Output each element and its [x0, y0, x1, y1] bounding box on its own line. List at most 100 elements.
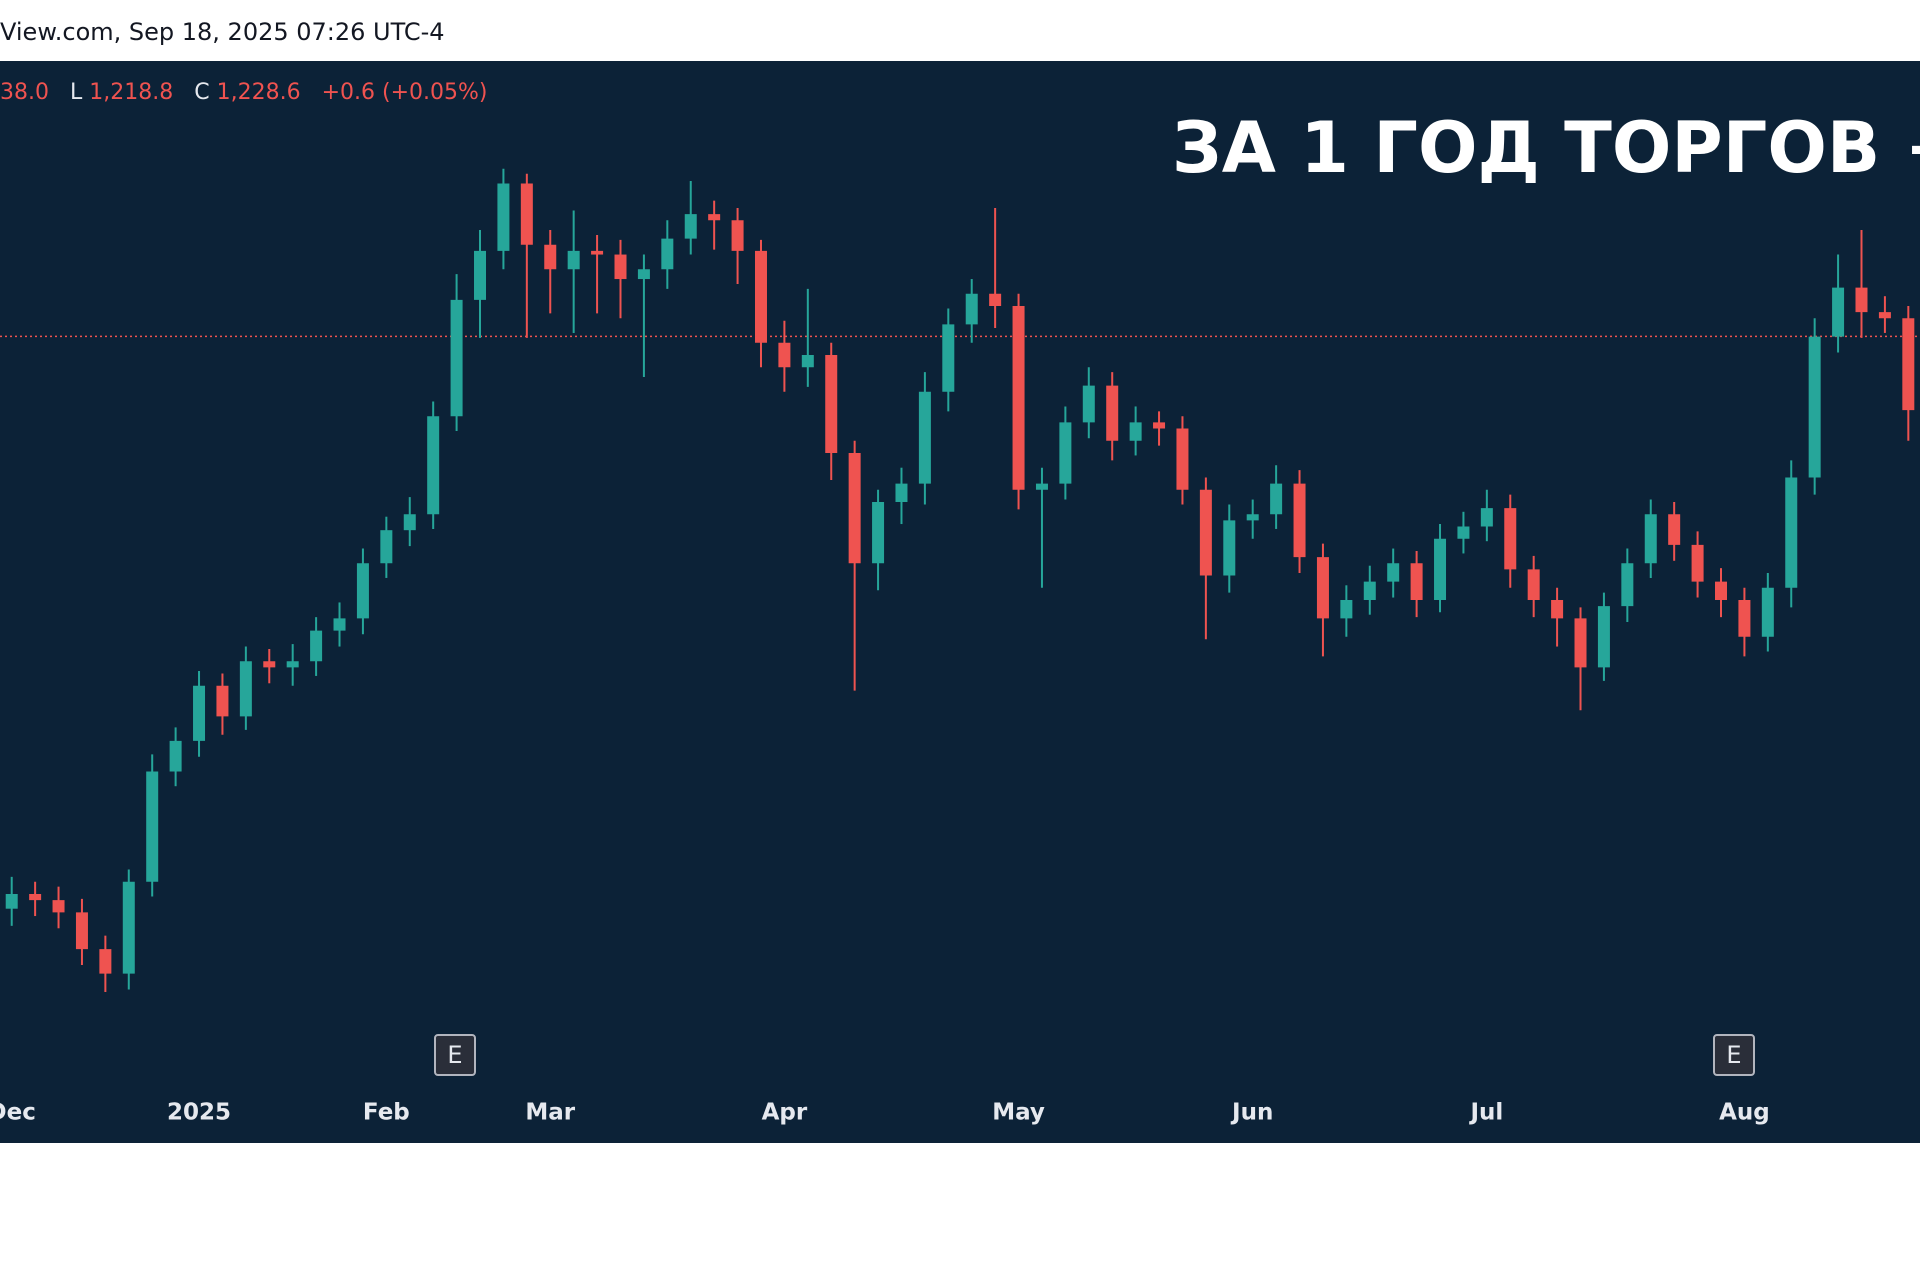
- candle-body: [263, 661, 276, 668]
- candle-body: [1738, 600, 1751, 637]
- candle-body: [1363, 581, 1376, 600]
- candle-body: [1504, 508, 1517, 570]
- candle-body: [427, 416, 440, 515]
- candle-body: [754, 250, 767, 343]
- ohlc-low: 1,218.8: [89, 80, 173, 105]
- candle-body: [918, 391, 931, 484]
- ohlc-high: 38.0: [0, 80, 49, 105]
- candle-body: [1668, 514, 1681, 545]
- candle-body: [1293, 483, 1306, 558]
- candle-body: [801, 355, 814, 368]
- candle-body: [1176, 428, 1189, 490]
- candle-body: [1434, 538, 1447, 600]
- candle-body: [52, 900, 65, 913]
- candle-body: [708, 214, 721, 221]
- ohlc-change: +0.6 (+0.05%): [322, 80, 488, 105]
- candle-body: [1106, 385, 1119, 441]
- x-tick-label: Aug: [1719, 1100, 1770, 1126]
- candle-body: [1316, 557, 1329, 619]
- candle-body: [1246, 514, 1259, 521]
- candle-body: [122, 881, 135, 974]
- candle-body: [310, 630, 323, 662]
- candle-body: [684, 214, 697, 239]
- candle-body: [1785, 477, 1798, 588]
- candle-body: [1855, 287, 1868, 313]
- ohlc-close: 1,228.6: [217, 80, 301, 105]
- candle-body: [239, 661, 252, 717]
- candle-body: [1808, 336, 1821, 478]
- candle-body: [99, 949, 112, 974]
- candle-body: [1059, 422, 1072, 484]
- x-tick-label: Mar: [525, 1100, 575, 1126]
- candle-body: [1480, 508, 1493, 527]
- x-tick-label: May: [992, 1100, 1045, 1126]
- candle-body: [825, 355, 838, 453]
- candle-body: [778, 342, 791, 368]
- candle-body: [614, 254, 627, 280]
- candle-body: [356, 563, 369, 619]
- candle-body: [965, 293, 978, 325]
- candle-body: [169, 740, 182, 772]
- earnings-marker-label: E: [1726, 1041, 1741, 1069]
- candle-body: [193, 685, 206, 741]
- candle-body: [1691, 544, 1704, 582]
- candle-body: [1340, 600, 1353, 619]
- earnings-marker-label: E: [447, 1041, 462, 1069]
- candle-body: [1410, 563, 1423, 600]
- ohlc-label: C: [194, 80, 209, 105]
- candle-body: [497, 183, 510, 251]
- candle-body: [661, 238, 674, 270]
- x-tick-label: Apr: [762, 1100, 808, 1126]
- candle-body: [474, 250, 487, 300]
- earnings-marker: [1713, 1034, 1755, 1076]
- x-tick-label: Dec: [0, 1100, 36, 1126]
- candle-body: [1082, 385, 1095, 423]
- candle-body: [333, 618, 346, 631]
- candle-body: [1012, 306, 1025, 490]
- candle-body: [1902, 318, 1915, 411]
- candle-body: [5, 894, 18, 909]
- candle-body: [1574, 618, 1587, 668]
- candle-body: [591, 250, 604, 255]
- earnings-marker: [434, 1034, 476, 1076]
- candle-body: [29, 894, 42, 901]
- candle-body: [1223, 520, 1236, 576]
- candle-body: [286, 661, 299, 668]
- candle-body: [1153, 422, 1166, 429]
- candle-body: [1597, 606, 1610, 668]
- chart-background: [0, 61, 1920, 1143]
- candle-body: [450, 299, 463, 417]
- candle-body: [75, 912, 88, 950]
- chart-title: ЗА 1 ГОД ТОРГОВ +23: [1172, 107, 1920, 189]
- candle-body: [403, 514, 416, 531]
- candle-body: [1878, 312, 1891, 319]
- candle-body: [1761, 587, 1774, 637]
- candle-body: [989, 293, 1002, 306]
- ohlc-header: 38.0 L 1,218.8 C 1,228.6 +0.6 (+0.05%): [0, 80, 488, 105]
- candle-body: [1129, 422, 1142, 441]
- candle-body: [872, 502, 885, 564]
- x-tick-label: Feb: [363, 1100, 410, 1126]
- candle-body: [567, 250, 580, 270]
- x-tick-label: Jun: [1230, 1100, 1273, 1126]
- candle-body: [1527, 569, 1540, 600]
- x-tick-label: Jul: [1468, 1100, 1503, 1126]
- candle-body: [1715, 581, 1728, 600]
- candle-body: [544, 244, 557, 270]
- ohlc-label: L: [70, 80, 83, 105]
- candle-body: [1621, 563, 1634, 607]
- x-tick-label: 2025: [167, 1100, 231, 1126]
- candle-body: [380, 530, 393, 564]
- candle-body: [1035, 483, 1048, 490]
- candle-body: [1457, 526, 1470, 539]
- candle-body: [1270, 483, 1283, 515]
- candle-body: [1387, 563, 1400, 582]
- candle-body: [848, 453, 861, 564]
- candle-body: [1832, 287, 1845, 337]
- candle-body: [637, 269, 650, 280]
- candle-body: [942, 324, 955, 392]
- candle-body: [731, 220, 744, 251]
- source-caption: View.com, Sep 18, 2025 07:26 UTC-4: [0, 18, 445, 46]
- candle-body: [520, 183, 533, 245]
